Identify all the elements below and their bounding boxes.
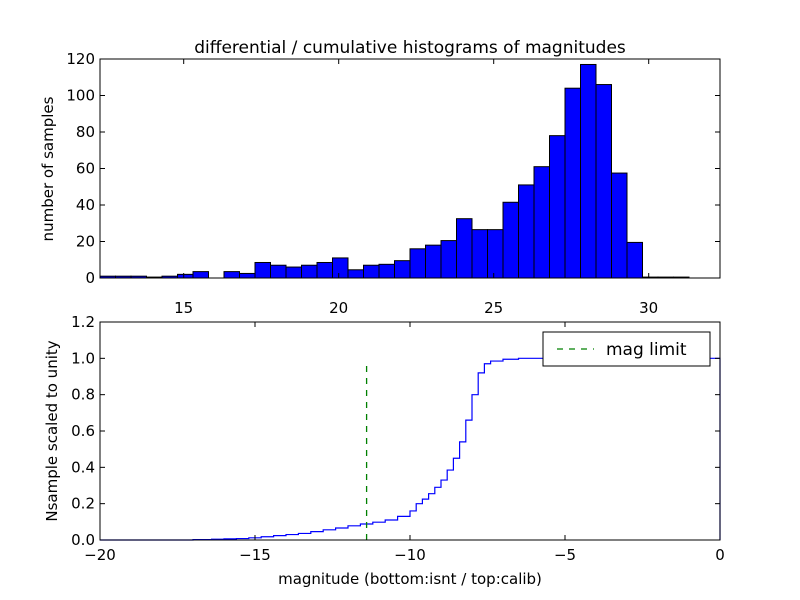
cumulative-y-label: Nsample scaled to unity [43, 340, 61, 521]
histogram-title: differential / cumulative histograms of … [194, 38, 626, 58]
histogram-bar [223, 271, 240, 279]
histogram-bar [487, 229, 504, 279]
legend: mag limit [542, 331, 711, 367]
histogram-bar [378, 263, 395, 279]
cumulative-y-tick-label: 0.0 [71, 531, 95, 549]
cumulative-y-tick-label: 0.4 [71, 458, 95, 476]
cumulative-axes-frame [99, 321, 721, 541]
cumulative-step-line [100, 357, 721, 541]
cumulative-x-tick-label: 0 [715, 546, 725, 564]
histogram-bar [564, 87, 581, 279]
histogram-x-tick-label: 25 [484, 299, 503, 317]
histogram-axes-frame [99, 58, 721, 279]
histogram-bar [549, 135, 566, 279]
histogram-x-tick-label: 15 [174, 299, 193, 317]
histogram-bar [518, 184, 535, 279]
histogram-y-tick-label: 0 [85, 269, 95, 287]
histogram-bar [192, 271, 209, 279]
histogram-x-tick-label: 30 [639, 299, 658, 317]
histogram-bar [177, 273, 194, 279]
histogram-bar [440, 240, 457, 279]
histogram-bars [99, 63, 690, 279]
histogram-bar [301, 264, 318, 279]
histogram-y-label: number of samples [39, 96, 57, 241]
histogram-bar [285, 266, 302, 279]
histogram-bar [425, 244, 442, 279]
histogram-bar [409, 248, 426, 279]
histogram-bar [270, 264, 287, 279]
cumulative-y-tick-label: 1.2 [71, 313, 95, 331]
histogram-bar [332, 257, 349, 279]
histogram-y-tick-label: 120 [66, 50, 95, 68]
legend-label-mag-limit: mag limit [606, 340, 687, 360]
cumulative-lines [100, 357, 721, 541]
cumulative-x-label: magnitude (bottom:isnt / top:calib) [278, 570, 542, 588]
cumulative-ticks: −20 −15 −10 −5 0 0.0 0.2 0.4 0.6 0.8 1.0 1.2 [71, 313, 725, 564]
cumulative-x-tick-label: −10 [394, 546, 426, 564]
histogram-x-tick-label: 20 [329, 299, 348, 317]
histogram-bar [363, 264, 380, 279]
histogram-bar [611, 172, 628, 279]
histogram-panel: differential / cumulative histograms of … [39, 38, 721, 317]
cumulative-x-tick-label: −20 [84, 546, 116, 564]
histogram-bar [626, 241, 643, 279]
histogram-bar [254, 261, 271, 279]
histogram-ticks: 15 20 25 30 0 20 40 60 80 100 120 [66, 50, 720, 317]
histogram-y-tick-label: 80 [76, 123, 95, 141]
histogram-bar [471, 229, 488, 279]
histogram-y-tick-label: 20 [76, 233, 95, 251]
histogram-bar [595, 84, 612, 279]
cumulative-y-tick-label: 1.0 [71, 349, 95, 367]
cumulative-x-tick-label: −5 [554, 546, 576, 564]
cumulative-y-tick-label: 0.2 [71, 495, 95, 513]
cumulative-x-tick-label: −15 [239, 546, 271, 564]
histogram-bar [533, 166, 550, 279]
histogram-bar [394, 260, 411, 279]
histogram-bar [456, 218, 473, 279]
histogram-bar [347, 269, 364, 279]
cumulative-panel: Nsample scaled to unity magnitude (botto… [43, 313, 725, 588]
histogram-bar [239, 272, 256, 279]
cumulative-y-tick-label: 0.6 [71, 422, 95, 440]
cumulative-y-tick-label: 0.8 [71, 386, 95, 404]
histogram-bar [580, 63, 597, 279]
histogram-y-tick-label: 40 [76, 196, 95, 214]
histogram-y-tick-label: 100 [66, 87, 95, 105]
histogram-bar [502, 201, 519, 279]
histogram-bar [316, 261, 333, 279]
histogram-y-tick-label: 60 [76, 160, 95, 178]
